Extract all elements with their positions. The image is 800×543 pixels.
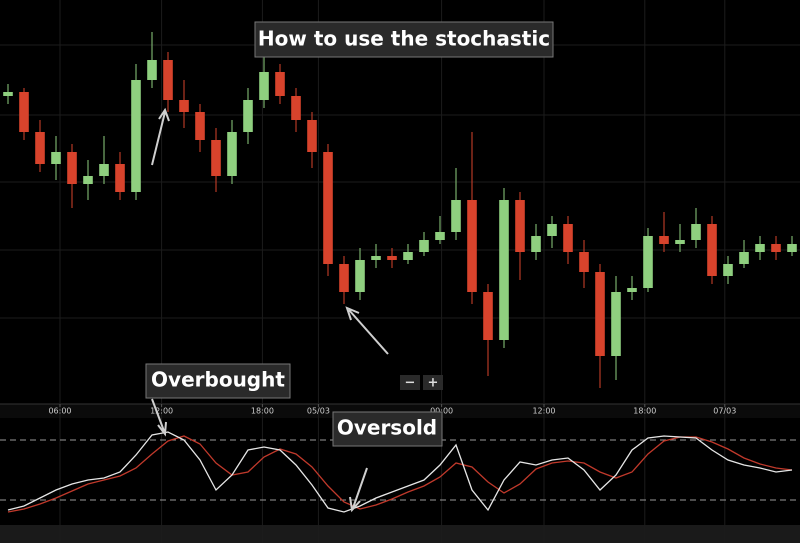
candle-body: [371, 256, 381, 260]
stochastic-line: [7, 435, 793, 513]
candle-body: [227, 132, 237, 176]
candle-body: [3, 92, 13, 96]
x-tick-label: 06:00: [48, 407, 71, 416]
arrow: [349, 467, 368, 513]
annotation-box: [145, 363, 291, 399]
candle-body: [259, 72, 269, 100]
candle-body: [563, 224, 573, 252]
chart-title: How to use the stochastic: [258, 27, 550, 51]
candle-body: [675, 240, 685, 244]
x-tick-label: 05/03: [307, 407, 330, 416]
candle-body: [163, 60, 173, 100]
candle-body: [451, 200, 461, 232]
candle-body: [515, 200, 525, 252]
candle-body: [435, 232, 445, 240]
candle-body: [403, 252, 413, 260]
candle-body: [739, 252, 749, 264]
candle-body: [83, 176, 93, 184]
candle-body: [419, 240, 429, 252]
time-axis: [0, 404, 800, 418]
annotation: Oversold: [337, 416, 437, 440]
candle-body: [547, 224, 557, 236]
candle-body: [643, 236, 653, 288]
candle-body: [467, 200, 477, 292]
candle-body: [99, 164, 109, 176]
arrow: [151, 107, 170, 166]
candle-body: [595, 272, 605, 356]
candle-body: [707, 224, 717, 276]
x-tick-label: 12:00: [150, 407, 173, 416]
annotation: Overbought: [151, 368, 285, 392]
candle-body: [131, 80, 141, 192]
candle-body: [531, 236, 541, 252]
title-box: [254, 21, 554, 58]
candle-body: [195, 112, 205, 140]
candle-body: [755, 244, 765, 252]
candle-body: [499, 200, 509, 340]
arrow: [345, 306, 389, 355]
candle-body: [323, 152, 333, 264]
x-tick-label: 00:00: [430, 407, 453, 416]
annotation-box: [332, 411, 443, 447]
arrows: [151, 107, 389, 513]
zoom-in-label[interactable]: +: [428, 376, 439, 391]
candle-body: [691, 224, 701, 240]
candle-body: [627, 288, 637, 292]
zoom-out-button[interactable]: [400, 375, 420, 390]
arrow: [151, 398, 167, 437]
x-tick-label: 07/03: [713, 407, 736, 416]
candle-body: [147, 60, 157, 80]
zoom-in-button[interactable]: [423, 375, 443, 390]
candle-body: [179, 100, 189, 112]
candle-body: [659, 236, 669, 244]
candle-body: [579, 252, 589, 272]
candle-body: [115, 164, 125, 192]
candle-body: [611, 292, 621, 356]
bottom-strip: [0, 525, 800, 543]
x-tick-label: 12:00: [532, 407, 555, 416]
stochastic-line: [7, 431, 793, 513]
candle-body: [19, 92, 29, 132]
candle-body: [243, 100, 253, 132]
candle-body: [307, 120, 317, 152]
candle-body: [723, 264, 733, 276]
candle-body: [787, 244, 797, 252]
zoom-out-label[interactable]: −: [405, 376, 416, 391]
candle-body: [275, 72, 285, 96]
candle-body: [51, 152, 61, 164]
candle-body: [291, 96, 301, 120]
candle-body: [35, 132, 45, 164]
x-tick-label: 18:00: [251, 407, 274, 416]
candle-body: [339, 264, 349, 292]
x-tick-label: 18:00: [633, 407, 656, 416]
candle-body: [355, 260, 365, 292]
candle-body: [67, 152, 77, 184]
candle-body: [483, 292, 493, 340]
candle-body: [771, 244, 781, 252]
candle-body: [211, 140, 221, 176]
candle-body: [387, 256, 397, 260]
